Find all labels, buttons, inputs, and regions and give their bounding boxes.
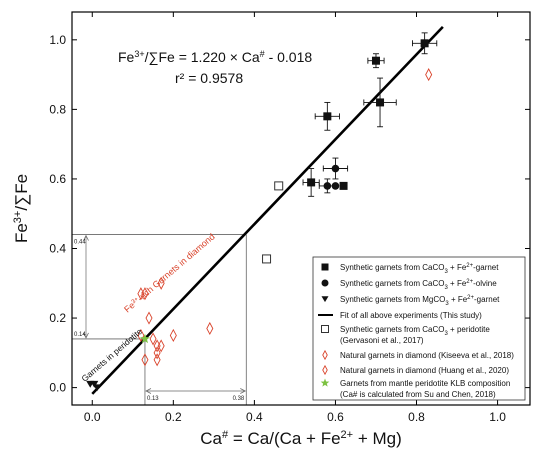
- y-tick-label-1: 0.0: [49, 381, 66, 395]
- series-1-point-3: [376, 98, 385, 107]
- series-3-point-2: [90, 380, 99, 388]
- inset-label-x-high: 0.38: [233, 396, 245, 402]
- series-7-point-1: [141, 353, 149, 367]
- series-2-point-1: [331, 164, 340, 173]
- series-6-point-10: [169, 328, 177, 342]
- legend-label-5-line2: (Gervasoni et al., 2017): [340, 336, 424, 345]
- legend-label-7: Natural garnets in diamond (Huang et al.…: [340, 366, 509, 375]
- series-2-point-3: [331, 182, 340, 190]
- legend-label-2: Synthetic garnets from CaCO3 + Fe2+-olvi…: [340, 279, 497, 291]
- inset-label-x-low: 0.13: [147, 396, 159, 402]
- y-axis-label: Fe3+/∑Fe: [12, 174, 31, 243]
- legend-marker-1: [321, 263, 329, 271]
- legend-marker-2: [321, 279, 329, 287]
- x-tick-label-1: 0.0: [84, 410, 101, 424]
- series-1-point-4: [323, 112, 332, 121]
- series-5-point-1: [274, 181, 284, 191]
- series-6-point-8: [157, 339, 165, 353]
- x-tick-label-4: 0.6: [327, 410, 344, 424]
- legend-label-4: Fit of all above experiments (This study…: [340, 311, 482, 320]
- inset-h-arrowhead-right: [240, 388, 247, 394]
- series-6-point-11: [206, 321, 214, 336]
- legend-box: [312, 256, 526, 401]
- series-6-point-4: [145, 311, 153, 325]
- series-7-point-2: [153, 353, 161, 367]
- series-6-point-12: [425, 68, 433, 82]
- data-points: [86, 32, 438, 392]
- fit-line: [91, 25, 444, 395]
- series-3-point-3: [93, 384, 102, 392]
- x-tick-label-3: 0.4: [246, 410, 263, 424]
- y-tick-label-2: 0.2: [49, 311, 66, 325]
- fit-r-squared: r² = 0.9578: [175, 70, 243, 86]
- series-1-point-2: [371, 56, 380, 65]
- x-tick-label-5: 0.8: [408, 410, 425, 424]
- fit-line-group: [91, 25, 444, 395]
- series-6-point-7: [153, 339, 161, 353]
- x-axis-label: Ca# = Ca/(Ca + Fe2+ + Mg): [200, 429, 402, 448]
- series-6-point-3: [157, 276, 165, 290]
- plot-frame: [71, 11, 531, 406]
- series-6-point-9: [153, 346, 161, 360]
- inset-v-arrowhead-bottom: [83, 332, 89, 339]
- legend-marker-3: [321, 296, 329, 303]
- legend-marker-5: [321, 325, 329, 333]
- inset-label-y-high: 0.44: [74, 240, 86, 246]
- legend-marker-6: [322, 349, 328, 361]
- x-tick-label-2: 0.2: [165, 410, 182, 424]
- legend: Synthetic garnets from CaCO3 + Fe2+-garn…: [312, 256, 526, 401]
- legend-marker-8: [320, 378, 330, 387]
- series-5-point-2: [262, 254, 272, 264]
- inset-label-y-low: 0.14: [74, 332, 86, 338]
- series-1-point-1: [420, 39, 429, 48]
- legend-label-8-line2: (Ca# is calculated from Su and Chen, 201…: [340, 390, 496, 399]
- legend-label-5: Synthetic garnets from CaCO3 + peridotit…: [340, 325, 490, 337]
- legend-label-1: Synthetic garnets from CaCO3 + Fe2+-garn…: [340, 263, 499, 275]
- inset-h-arrowhead-left: [145, 388, 152, 394]
- series-6-point-5: [137, 328, 145, 342]
- series-2-point-2: [323, 182, 332, 190]
- legend-label-6: Natural garnets in diamond (Kiseeva et a…: [340, 351, 514, 360]
- y-tick-label-4: 0.6: [49, 172, 66, 186]
- series-6-point-6: [149, 332, 157, 346]
- legend-marker-7: [322, 364, 328, 376]
- y-tick-label-5: 0.8: [49, 102, 66, 116]
- series-1-point-6: [339, 181, 348, 190]
- annotations: Fe3+/∑Fe = 1.220 × Ca# - 0.018 r² = 0.957…: [79, 49, 312, 384]
- series-1-point-5: [307, 178, 316, 187]
- inset-guides: 0.44 0.14 0.13 0.38: [72, 234, 247, 405]
- diamond-annotation: Fe3+-rich Garnets in diamond: [122, 231, 217, 314]
- series-6-point-2: [141, 287, 149, 301]
- inset-v-arrowhead-top: [83, 234, 89, 241]
- axes: 0.0 0.2 0.4 0.6 0.8 1.0 0.0 0.2 0.4 0.6 0.8 1.0 Ca# …: [12, 11, 531, 448]
- legend-label-8: Garnets from mantle peridotite KLB compo…: [340, 379, 510, 388]
- x-tick-label-6: 1.0: [489, 410, 506, 424]
- y-tick-label-6: 1.0: [49, 33, 66, 47]
- fit-equation: Fe3+/∑Fe = 1.220 × Ca# - 0.018: [118, 49, 312, 65]
- legend-label-3: Synthetic garnets from MgCO3 + Fe2+-garn…: [340, 295, 500, 307]
- y-tick-label-3: 0.4: [49, 241, 66, 255]
- series-8-point-1: [140, 333, 150, 344]
